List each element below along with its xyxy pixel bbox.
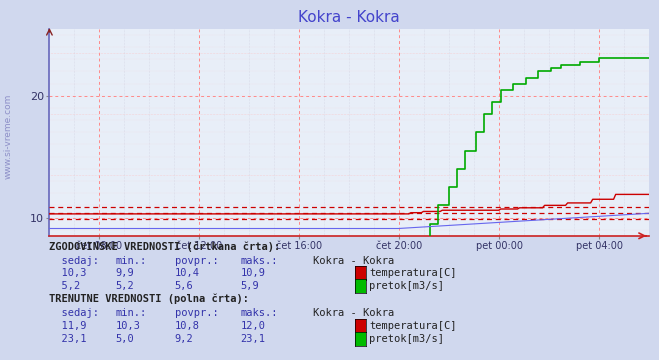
Text: sedaj:: sedaj: (49, 256, 100, 266)
Text: maks.:: maks.: (241, 308, 278, 318)
Text: 5,2: 5,2 (49, 282, 80, 292)
Text: temperatura[C]: temperatura[C] (369, 321, 457, 331)
Text: 10,3: 10,3 (115, 321, 140, 331)
Text: 11,9: 11,9 (49, 321, 87, 331)
Text: sedaj:: sedaj: (49, 308, 100, 318)
Text: Kokra - Kokra: Kokra - Kokra (313, 308, 394, 318)
Text: 5,2: 5,2 (115, 282, 134, 292)
Text: 12,0: 12,0 (241, 321, 266, 331)
Text: min.:: min.: (115, 256, 146, 266)
Text: 10,8: 10,8 (175, 321, 200, 331)
Text: temperatura[C]: temperatura[C] (369, 269, 457, 279)
Text: 23,1: 23,1 (49, 334, 87, 344)
Text: 5,0: 5,0 (115, 334, 134, 344)
Text: pretok[m3/s]: pretok[m3/s] (369, 334, 444, 344)
Text: min.:: min.: (115, 308, 146, 318)
Text: povpr.:: povpr.: (175, 256, 218, 266)
Text: 10,9: 10,9 (241, 269, 266, 279)
Text: 9,2: 9,2 (175, 334, 193, 344)
Text: 9,9: 9,9 (115, 269, 134, 279)
Text: 10,3: 10,3 (49, 269, 87, 279)
Text: 23,1: 23,1 (241, 334, 266, 344)
Text: pretok[m3/s]: pretok[m3/s] (369, 282, 444, 292)
Text: 10,4: 10,4 (175, 269, 200, 279)
Text: TRENUTNE VREDNOSTI (polna črta):: TRENUTNE VREDNOSTI (polna črta): (49, 294, 249, 305)
Text: maks.:: maks.: (241, 256, 278, 266)
Text: Kokra - Kokra: Kokra - Kokra (313, 256, 394, 266)
Title: Kokra - Kokra: Kokra - Kokra (299, 10, 400, 25)
Text: ZGODOVINSKE VREDNOSTI (črtkana črta):: ZGODOVINSKE VREDNOSTI (črtkana črta): (49, 242, 281, 252)
Text: 5,6: 5,6 (175, 282, 193, 292)
Text: www.si-vreme.com: www.si-vreme.com (3, 94, 13, 180)
Text: 5,9: 5,9 (241, 282, 259, 292)
Text: povpr.:: povpr.: (175, 308, 218, 318)
